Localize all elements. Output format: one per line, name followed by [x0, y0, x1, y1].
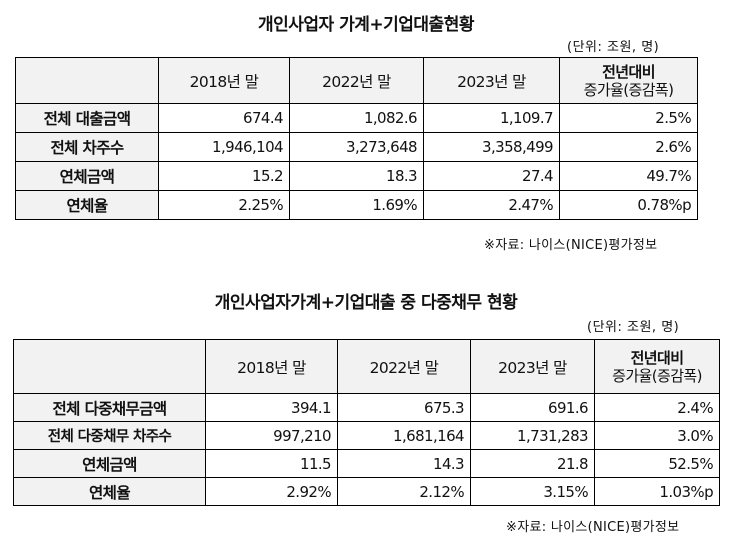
cell-2018: 2.92% [205, 477, 338, 506]
cell-2022: 18.3 [289, 161, 424, 191]
cell-2023: 2.47% [423, 190, 560, 220]
table1-header-2023: 2023년 말 [423, 57, 560, 104]
table1-header-2022: 2022년 말 [289, 57, 424, 104]
cell-2023: 1,731,283 [470, 421, 595, 450]
table1-unit: (단위: 조원, 명) [567, 40, 660, 55]
table2-title: 개인사업자가계+기업대출 중 다중채무 현황 [214, 293, 518, 313]
cell-change: 2.5% [559, 103, 698, 133]
cell-change: 1.03%p [594, 477, 720, 506]
cell-2023: 691.6 [470, 393, 595, 422]
cell-change: 2.4% [594, 393, 720, 422]
table-row: 연체금액 15.2 18.3 27.4 49.7% [15, 161, 698, 191]
cell-2022: 2.12% [337, 477, 471, 506]
table2-header-change: 전년대비 증가율(증감폭) [594, 339, 720, 394]
table-row: 연체율 2.25% 1.69% 2.47% 0.78%p [15, 190, 698, 220]
row-label: 전체 대출금액 [15, 103, 159, 133]
cell-2022: 1,082.6 [289, 103, 424, 133]
row-label: 전체 다중채무금액 [13, 393, 206, 422]
cell-2018: 997,210 [205, 421, 338, 450]
cell-2023: 3.15% [470, 477, 595, 506]
table1-header-row: 2018년 말 2022년 말 2023년 말 전년대비 증가율(증감폭) [15, 57, 698, 104]
table-row: 전체 대출금액 674.4 1,082.6 1,109.7 2.5% [15, 103, 698, 133]
cell-2022: 1.69% [289, 190, 424, 220]
table2-header-2022: 2022년 말 [337, 339, 471, 394]
table-row: 연체율 2.92% 2.12% 3.15% 1.03%p [13, 477, 720, 506]
row-label: 연체금액 [13, 449, 206, 478]
table2-unit: (단위: 조원, 명) [587, 320, 680, 335]
table-row: 연체금액 11.5 14.3 21.8 52.5% [13, 449, 720, 478]
table1-source: ※자료: 나이스(NICE)평가정보 [484, 238, 658, 253]
row-label: 전체 차주수 [15, 132, 159, 162]
table1-header-change-line1: 전년대비 [602, 62, 655, 81]
cell-2022: 3,273,648 [289, 132, 424, 162]
cell-2018: 15.2 [158, 161, 290, 191]
cell-2018: 2.25% [158, 190, 290, 220]
cell-change: 49.7% [559, 161, 698, 191]
table1-title: 개인사업자 가계+기업대출현황 [258, 15, 474, 35]
cell-2023: 3,358,499 [423, 132, 560, 162]
row-label: 전체 다중채무 차주수 [13, 421, 206, 450]
cell-change: 2.6% [559, 132, 698, 162]
row-label: 연체율 [15, 190, 159, 220]
cell-change: 52.5% [594, 449, 720, 478]
table2-header-change-line2: 증가율(증감폭) [612, 366, 702, 385]
table-row: 전체 다중채무 차주수 997,210 1,681,164 1,731,283 … [13, 421, 720, 450]
table1: 2018년 말 2022년 말 2023년 말 전년대비 증가율(증감폭) 전체… [15, 57, 698, 220]
cell-2022: 14.3 [337, 449, 471, 478]
cell-change: 0.78%p [559, 190, 698, 220]
table2-source: ※자료: 나이스(NICE)평가정보 [506, 520, 680, 535]
table2-header-2023: 2023년 말 [470, 339, 595, 394]
table1-corner-cell [15, 57, 159, 104]
table1-header-2018: 2018년 말 [158, 57, 290, 104]
table1-header-change-line2: 증가율(증감폭) [583, 80, 674, 99]
cell-2018: 394.1 [205, 393, 338, 422]
table1-header-change: 전년대비 증가율(증감폭) [559, 57, 698, 104]
row-label: 연체율 [13, 477, 206, 506]
cell-2018: 1,946,104 [158, 132, 290, 162]
table2-header-change-line1: 전년대비 [630, 348, 684, 367]
cell-2023: 1,109.7 [423, 103, 560, 133]
cell-2022: 675.3 [337, 393, 471, 422]
row-label: 연체금액 [15, 161, 159, 191]
table2-header-row: 2018년 말 2022년 말 2023년 말 전년대비 증가율(증감폭) [13, 339, 720, 394]
cell-2018: 674.4 [158, 103, 290, 133]
cell-2022: 1,681,164 [337, 421, 471, 450]
cell-2023: 27.4 [423, 161, 560, 191]
cell-2023: 21.8 [470, 449, 595, 478]
table2: 2018년 말 2022년 말 2023년 말 전년대비 증가율(증감폭) 전체… [13, 339, 720, 506]
cell-change: 3.0% [594, 421, 720, 450]
table-row: 전체 차주수 1,946,104 3,273,648 3,358,499 2.6… [15, 132, 698, 162]
table2-corner-cell [13, 339, 206, 394]
table-row: 전체 다중채무금액 394.1 675.3 691.6 2.4% [13, 393, 720, 422]
cell-2018: 11.5 [205, 449, 338, 478]
table2-header-2018: 2018년 말 [205, 339, 338, 394]
